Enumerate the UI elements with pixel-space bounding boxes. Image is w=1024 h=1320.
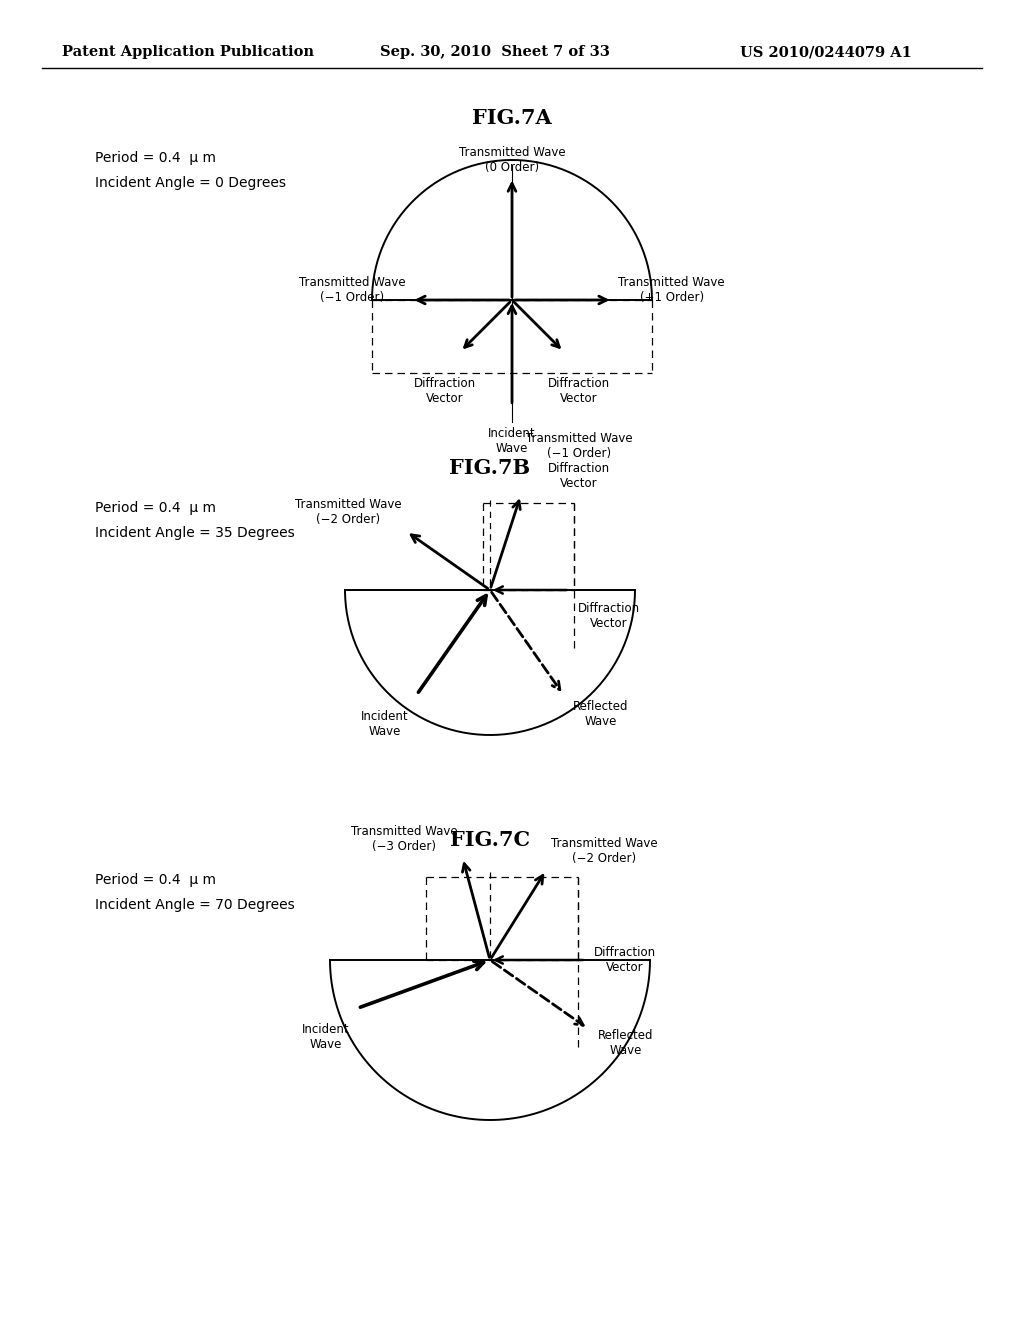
- Text: Patent Application Publication: Patent Application Publication: [62, 45, 314, 59]
- Text: Incident
Wave: Incident Wave: [302, 1023, 349, 1051]
- Text: Diffraction
Vector: Diffraction Vector: [594, 946, 656, 974]
- Text: Incident
Wave: Incident Wave: [488, 428, 536, 455]
- Text: Transmitted Wave
(0 Order): Transmitted Wave (0 Order): [459, 145, 565, 174]
- Text: Incident Angle = 35 Degrees: Incident Angle = 35 Degrees: [95, 525, 295, 540]
- Text: Diffraction
Vector: Diffraction Vector: [548, 378, 610, 405]
- Text: Transmitted Wave
(−2 Order): Transmitted Wave (−2 Order): [551, 837, 657, 866]
- Text: FIG.7A: FIG.7A: [472, 108, 552, 128]
- Text: Period = 0.4  μ m: Period = 0.4 μ m: [95, 150, 216, 165]
- Text: Diffraction
Vector: Diffraction Vector: [414, 378, 476, 405]
- Text: Period = 0.4  μ m: Period = 0.4 μ m: [95, 502, 216, 515]
- Text: Transmitted Wave
(+1 Order): Transmitted Wave (+1 Order): [618, 276, 725, 304]
- Text: Transmitted Wave
(−1 Order)
Diffraction
Vector: Transmitted Wave (−1 Order) Diffraction …: [525, 433, 633, 490]
- Text: US 2010/0244079 A1: US 2010/0244079 A1: [740, 45, 912, 59]
- Text: Transmitted Wave
(−2 Order): Transmitted Wave (−2 Order): [295, 499, 401, 527]
- Text: Transmitted Wave
(−3 Order): Transmitted Wave (−3 Order): [351, 825, 458, 853]
- Text: Period = 0.4  μ m: Period = 0.4 μ m: [95, 873, 216, 887]
- Text: Diffraction
Vector: Diffraction Vector: [578, 602, 640, 630]
- Text: Reflected
Wave: Reflected Wave: [573, 700, 629, 727]
- Text: Sep. 30, 2010  Sheet 7 of 33: Sep. 30, 2010 Sheet 7 of 33: [380, 45, 610, 59]
- Text: Transmitted Wave
(−1 Order): Transmitted Wave (−1 Order): [299, 276, 406, 304]
- Text: Incident
Wave: Incident Wave: [361, 710, 409, 738]
- Text: FIG.7C: FIG.7C: [450, 830, 530, 850]
- Text: Incident Angle = 70 Degrees: Incident Angle = 70 Degrees: [95, 898, 295, 912]
- Text: Reflected
Wave: Reflected Wave: [598, 1028, 653, 1056]
- Text: Incident Angle = 0 Degrees: Incident Angle = 0 Degrees: [95, 176, 286, 190]
- Text: FIG.7B: FIG.7B: [450, 458, 530, 478]
